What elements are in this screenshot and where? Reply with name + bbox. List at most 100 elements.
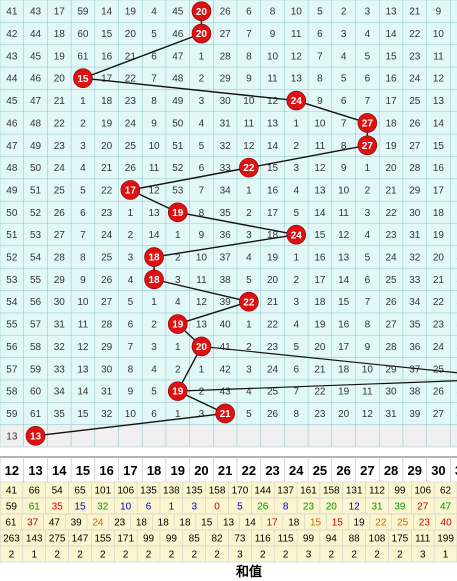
grid-cell: 12 [314,163,326,174]
stat-cell: 32 [97,502,109,513]
grid-cell: 6 [317,29,323,40]
grid-row-bg [0,335,457,358]
grid-row-bg [0,0,457,23]
grid-cell: 2 [175,253,181,264]
grid-cell: 34 [220,185,232,196]
grid-cell: 43 [6,51,18,62]
stat-cell: 27 [417,502,429,513]
grid-cell: 18 [385,118,397,129]
stat-cell: 22 [375,518,387,529]
grid-cell: 28 [385,342,397,353]
stat-cell: 88 [349,534,361,545]
hit-ball-number: 19 [172,208,184,219]
grid-cell: 1 [151,297,157,308]
grid-cell: 18 [338,364,350,375]
stat-cell: 61 [5,518,17,529]
stat-cell: 138 [163,486,180,497]
grid-cell: 6 [365,74,371,85]
grid-cell: 35 [220,208,232,219]
grid-cell: 12 [362,409,374,420]
grid-cell: 5 [365,253,371,264]
grid-cell: 49 [6,185,18,196]
grid-cell: 59 [30,364,42,375]
grid-cell: 25 [267,387,279,398]
hit-ball-number: 19 [172,320,184,331]
grid-cell: 21 [385,185,397,196]
hit-ball [25,426,46,446]
grid-cell: 27 [54,230,66,241]
stat-cell: 158 [209,486,226,497]
grid-cell: 6 [293,364,299,375]
grid-cell: 30 [54,297,66,308]
grid-cell: 22 [125,74,137,85]
grid-cell: 17 [338,342,350,353]
grid-cell: 20 [385,163,397,174]
grid-cell: 24 [409,74,421,85]
grid-cell: 8 [199,208,205,219]
grid-cell: 14 [338,275,350,286]
stat-cell: 99 [303,534,315,545]
grid-cell: 3 [199,409,205,420]
stat-cell: 62 [440,486,452,497]
stat-cell: 18 [136,518,148,529]
grid-cell: 60 [30,387,42,398]
grid-cell: 10 [338,185,350,196]
stat-cell: 54 [52,486,64,497]
hit-ball-number: 21 [220,409,232,420]
grid-cell: 18 [54,29,66,40]
grid-cell: 45 [172,7,184,18]
grid-cell: 22 [433,297,445,308]
grid-cell: 5 [317,7,323,18]
stat-cell: 59 [6,502,18,513]
grid-cell: 23 [267,342,279,353]
grid-cell: 7 [341,118,347,129]
column-header: 28 [384,463,398,478]
grid-cell: 21 [433,275,445,286]
hit-ball [191,23,212,44]
grid-cell: 1 [175,230,181,241]
stat-cell: 175 [392,534,409,545]
hit-ball [191,336,212,357]
grid-cell: 16 [314,253,326,264]
grid-row-bg [0,44,457,68]
stat-cell: 3 [237,550,243,561]
grid-cell: 12 [267,96,279,107]
grid-cell: 1 [246,320,252,331]
column-header: 26 [336,463,350,478]
column-header: 30 [431,463,445,478]
stat-cell: 24 [92,518,104,529]
trend-line [82,77,297,102]
grid-cell: 5 [293,342,299,353]
grid-cell: 9 [151,118,157,129]
grid-cell: 23 [101,208,113,219]
stat-cell: 20 [326,502,338,513]
hit-ball [144,247,164,267]
grid-cell: 15 [314,230,326,241]
grid-cell: 48 [30,118,42,129]
grid-cell: 15 [77,409,89,420]
stat-cell: 15 [201,518,213,529]
grid-cell: 32 [220,141,232,152]
column-header: 23 [265,463,279,478]
hit-ball-number: 18 [148,275,160,286]
stat-cell: 99 [143,534,155,545]
grid-cell: 12 [243,141,255,152]
stat-cell: 3 [306,550,312,561]
grid-cell: 13 [148,208,160,219]
grid-cell: 29 [54,275,66,286]
stat-cell: 40 [441,518,453,529]
column-header: 21 [218,463,232,478]
grid-cell: 11 [291,29,302,40]
stat-cell: 2 [191,550,197,561]
grid-cell: 27 [409,141,421,152]
grid-cell: 23 [409,51,421,62]
stat-cell: 13 [223,518,235,529]
grid-cell: 22 [54,118,66,129]
stat-cell: 12 [349,502,361,513]
grid-cell: 2 [293,141,299,152]
grid-cell: 13 [385,7,397,18]
stat-cell: 106 [117,486,134,497]
grid-cell: 2 [80,118,86,129]
grid-cell: 1 [80,96,86,107]
grid-cell: 3 [365,208,371,219]
